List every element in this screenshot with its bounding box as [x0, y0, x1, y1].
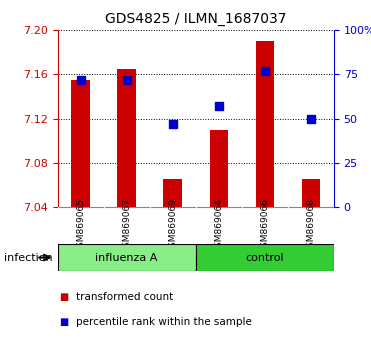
Title: GDS4825 / ILMN_1687037: GDS4825 / ILMN_1687037	[105, 12, 286, 26]
Point	[124, 77, 129, 82]
Bar	[71, 80, 90, 207]
Text: percentile rank within the sample: percentile rank within the sample	[76, 317, 252, 327]
Point	[170, 121, 175, 127]
Text: GSM869064: GSM869064	[214, 198, 223, 253]
Text: ■: ■	[59, 317, 69, 327]
Text: infection: infection	[4, 252, 52, 263]
Point	[262, 68, 268, 74]
Text: GSM869066: GSM869066	[260, 198, 269, 253]
Bar	[302, 179, 320, 207]
Text: control: control	[246, 252, 284, 263]
Text: GSM869065: GSM869065	[76, 198, 85, 253]
Text: GSM869068: GSM869068	[306, 198, 315, 253]
Text: GSM869067: GSM869067	[122, 198, 131, 253]
Point	[308, 116, 314, 121]
Text: GSM869069: GSM869069	[168, 198, 177, 253]
Bar	[117, 69, 136, 207]
Text: ■: ■	[59, 292, 69, 302]
Text: influenza A: influenza A	[95, 252, 158, 263]
Bar	[58, 244, 196, 271]
Bar	[256, 41, 274, 207]
Point	[216, 103, 222, 109]
Point	[78, 77, 83, 82]
Bar	[164, 179, 182, 207]
Bar	[210, 130, 228, 207]
Bar	[196, 244, 334, 271]
Text: transformed count: transformed count	[76, 292, 173, 302]
